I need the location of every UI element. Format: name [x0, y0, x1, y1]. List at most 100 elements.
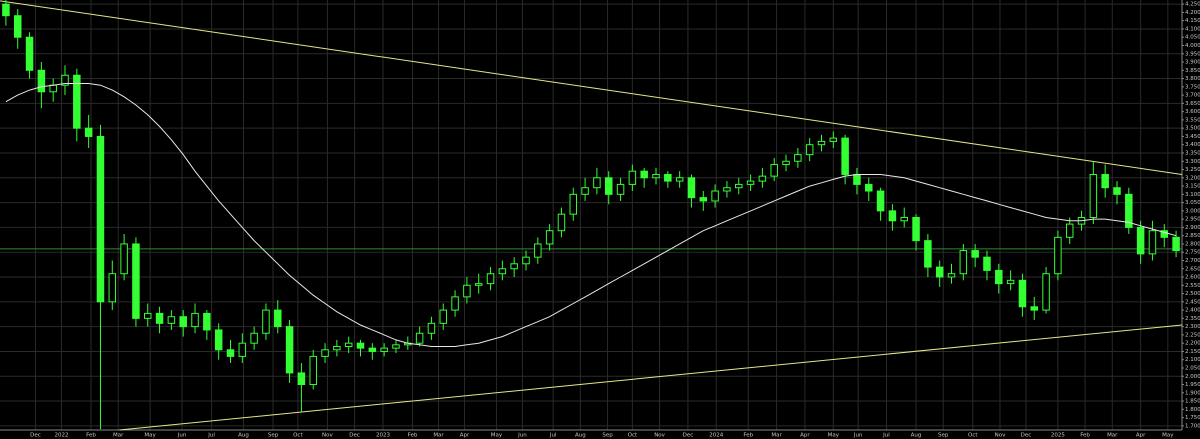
- y-tick-label: 2.350: [1185, 316, 1200, 322]
- candle-body: [333, 345, 341, 351]
- y-tick-label: 3.350: [1185, 150, 1200, 156]
- y-tick-label: 3.050: [1185, 200, 1200, 206]
- x-tick-label: Sep: [602, 433, 613, 439]
- x-tick-label: Feb: [743, 433, 753, 439]
- y-tick-label: 4.000: [1185, 43, 1200, 49]
- x-tick-label: Nov: [995, 433, 1006, 439]
- candle-body: [569, 193, 578, 215]
- x-tick-label: Aug: [238, 433, 249, 439]
- candle-body: [758, 175, 767, 182]
- candle-body: [73, 74, 81, 129]
- candle-body: [262, 309, 270, 334]
- candle-body: [510, 263, 518, 270]
- candle-body: [1030, 306, 1039, 311]
- candle-body: [900, 216, 908, 222]
- candle-body: [1006, 279, 1015, 285]
- candle-body: [557, 213, 566, 232]
- candle-body: [640, 170, 648, 179]
- candle-body: [995, 269, 1003, 285]
- candle-body: [368, 347, 377, 352]
- candle-body: [522, 256, 530, 265]
- y-tick-label: 3.600: [1185, 109, 1200, 115]
- candle-body: [2, 3, 10, 17]
- x-tick-label: Mar: [113, 433, 124, 439]
- y-tick-label: 2.450: [1185, 299, 1200, 305]
- y-tick-label: 2.100: [1185, 357, 1200, 363]
- x-tick-label: Apr: [460, 433, 470, 439]
- x-tick-label: Feb: [408, 433, 418, 439]
- x-tick-label: Feb: [1080, 433, 1090, 439]
- x-tick-label: 2022: [54, 433, 68, 439]
- x-tick-label: May: [144, 433, 156, 439]
- candle-body: [770, 164, 778, 177]
- x-tick-label: Aug: [575, 433, 586, 439]
- x-tick-label: Dec: [30, 433, 41, 439]
- y-tick-label: 3.650: [1185, 101, 1200, 107]
- x-tick-label: Feb: [86, 433, 96, 439]
- candle-body: [439, 309, 448, 324]
- candle-body: [61, 74, 69, 86]
- candle-body: [108, 273, 117, 303]
- candle-body: [451, 296, 459, 311]
- candle-body: [380, 347, 388, 352]
- candle-body: [356, 342, 365, 349]
- candle-body: [1160, 230, 1169, 238]
- x-tick-label: May: [828, 433, 840, 439]
- candle-body: [49, 84, 57, 93]
- y-tick-label: 2.150: [1185, 349, 1200, 355]
- candle-body: [203, 312, 211, 331]
- candle-body: [841, 137, 849, 175]
- candle-body: [427, 322, 436, 334]
- x-tick-label: Mar: [771, 433, 782, 439]
- x-tick-label: Aug: [911, 433, 922, 439]
- candle-body: [250, 332, 258, 344]
- x-tick-label: 2024: [709, 433, 723, 439]
- candle-body: [13, 15, 22, 38]
- x-tick-label: Mar: [433, 433, 444, 439]
- y-tick-label: 3.200: [1185, 175, 1200, 181]
- candle-body: [604, 177, 613, 195]
- candle-body: [853, 173, 861, 185]
- candle-body: [876, 190, 885, 212]
- y-tick-label: 1.700: [1185, 423, 1200, 429]
- candle-body: [1136, 226, 1145, 255]
- x-tick-label: Apr: [800, 433, 810, 439]
- y-tick-label: 4.150: [1185, 18, 1200, 24]
- candle-body: [534, 243, 542, 258]
- y-tick-label: 3.500: [1185, 126, 1200, 132]
- candle-body: [214, 329, 223, 351]
- candle-body: [947, 273, 956, 278]
- y-tick-label: 3.800: [1185, 76, 1200, 82]
- candle-body: [132, 243, 140, 319]
- candle-body: [1089, 173, 1098, 218]
- y-tick-label: 3.900: [1185, 60, 1200, 66]
- x-tick-label: May: [491, 433, 503, 439]
- candle-body: [297, 372, 306, 386]
- x-tick-label: Oct: [968, 433, 978, 439]
- candle-body: [463, 284, 471, 298]
- candle-body: [912, 216, 920, 242]
- y-tick-label: 3.100: [1185, 192, 1200, 198]
- y-tick-label: 3.450: [1185, 134, 1200, 140]
- y-tick-label: 2.250: [1185, 332, 1200, 338]
- x-tick-label: Jun: [177, 433, 187, 439]
- candle-body: [1125, 193, 1133, 228]
- candle-body: [143, 312, 152, 319]
- y-tick-label: 3.150: [1185, 184, 1200, 190]
- y-tick-label: 3.400: [1185, 142, 1200, 148]
- y-tick-label: 2.550: [1185, 283, 1200, 289]
- y-tick-label: 2.200: [1185, 341, 1200, 347]
- y-tick-label: 1.800: [1185, 407, 1200, 413]
- candle-body: [782, 160, 790, 166]
- x-tick-label: Jul: [207, 433, 215, 439]
- candle-body: [983, 256, 991, 271]
- candle-body: [226, 349, 235, 357]
- y-tick-label: 4.250: [1185, 2, 1200, 8]
- x-tick-label: Mar: [1107, 433, 1118, 439]
- x-tick-label: Dec: [1021, 433, 1032, 439]
- candle-body: [616, 183, 625, 195]
- y-tick-label: 4.200: [1185, 10, 1200, 16]
- x-tick-label: Sep: [938, 433, 949, 439]
